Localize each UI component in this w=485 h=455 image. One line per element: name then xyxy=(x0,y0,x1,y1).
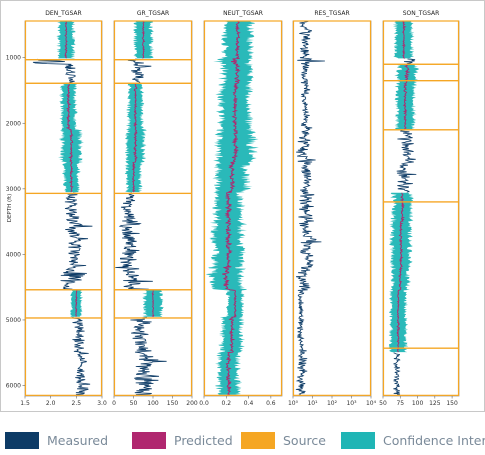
x-tick-label-gr-tgsar: 100 xyxy=(147,400,159,407)
predicted-curve-gr-tgsar xyxy=(151,290,155,318)
legend-label-measured: Measured xyxy=(47,432,109,448)
well-log-figure: DEPTH (ft) DEN_TGSAR 1.5 2.0 2.5 3.0 GR_TGSAR 0… xyxy=(0,0,485,412)
x-tick-label-neut-tgsar: 0.2 xyxy=(222,400,232,407)
x-tick-label-son-tgsar: 75 xyxy=(396,400,404,407)
legend-swatch-predicted xyxy=(132,431,166,449)
confidence-band-neut-tgsar xyxy=(205,21,259,395)
legend-swatch-source xyxy=(241,431,275,449)
x-tick-label-res-tgsar: 10¹ xyxy=(307,400,318,407)
y-tick-label: 6000 xyxy=(6,383,21,390)
track-title-den-tgsar: DEN_TGSAR xyxy=(45,10,81,17)
legend: Measured Predicted Source Confidence Int… xyxy=(0,426,485,454)
y-tick-label: 2000 xyxy=(6,120,21,127)
x-tick-label-neut-tgsar: 0.4 xyxy=(244,400,254,407)
source-box-gr-tgsar xyxy=(113,317,193,396)
x-tick-label-neut-tgsar: 0.6 xyxy=(266,400,276,407)
predicted-curve-den-tgsar xyxy=(75,290,78,317)
y-tick-label: 3000 xyxy=(6,186,21,193)
track-title-res-tgsar: RES_TGSAR xyxy=(314,10,349,17)
x-tick-label-gr-tgsar: 50 xyxy=(130,400,138,407)
legend-label-source: Source xyxy=(283,432,326,448)
x-tick-label-den-tgsar: 3.0 xyxy=(97,400,107,407)
x-tick-label-den-tgsar: 2.5 xyxy=(72,400,82,407)
track-frame-gr-tgsar xyxy=(113,20,193,397)
x-tick-label-son-tgsar: 50 xyxy=(379,400,387,407)
predicted-curve-son-tgsar xyxy=(402,63,411,130)
legend-swatch-confidence xyxy=(341,431,375,449)
legend-swatch-measured xyxy=(5,431,39,449)
x-tick-label-neut-tgsar: 0.0 xyxy=(199,400,209,407)
well-log-chart: DEPTH (ft) DEN_TGSAR 1.5 2.0 2.5 3.0 GR_TGSAR 0… xyxy=(6,10,460,407)
legend-label-predicted: Predicted xyxy=(174,432,233,448)
x-tick-label-son-tgsar: 125 xyxy=(429,400,441,407)
y-axis-label: DEPTH (ft) xyxy=(7,194,13,223)
track-title-son-tgsar: SON_TGSAR xyxy=(403,10,440,17)
track-frame-den-tgsar xyxy=(24,20,103,397)
source-box-neut-tgsar xyxy=(203,20,283,396)
source-box-den-tgsar xyxy=(24,59,103,84)
source-box-den-tgsar xyxy=(24,192,103,291)
source-box-res-tgsar xyxy=(292,20,372,396)
track-title-gr-tgsar: GR_TGSAR xyxy=(137,10,169,17)
source-box-son-tgsar xyxy=(382,347,460,396)
predicted-curve-neut-tgsar xyxy=(222,20,241,396)
x-tick-label-gr-tgsar: 200 xyxy=(186,400,198,407)
source-box-gr-tgsar xyxy=(113,192,193,291)
legend-item-predicted: Predicted xyxy=(132,426,233,454)
legend-item-source: Source xyxy=(241,426,326,454)
x-tick-label-den-tgsar: 1.5 xyxy=(20,400,30,407)
track-title-neut-tgsar: NEUT_TGSAR xyxy=(223,10,263,17)
predicted-curve-gr-tgsar xyxy=(131,83,138,193)
legend-item-measured: Measured xyxy=(5,426,108,454)
measured-curve-gr-tgsar xyxy=(115,58,167,396)
predicted-curve-gr-tgsar xyxy=(141,20,146,59)
source-box-den-tgsar xyxy=(24,317,103,396)
predicted-curve-son-tgsar xyxy=(396,192,405,353)
y-tick-label: 4000 xyxy=(6,251,21,258)
measured-curve-son-tgsar xyxy=(392,58,417,396)
x-tick-label-res-tgsar: 10² xyxy=(327,400,338,407)
x-tick-label-gr-tgsar: 0 xyxy=(112,400,116,407)
x-tick-label-res-tgsar: 10³ xyxy=(346,400,357,407)
y-tick-label: 1000 xyxy=(6,55,21,62)
predicted-curve-son-tgsar xyxy=(401,20,407,59)
predicted-curve-den-tgsar xyxy=(64,20,68,59)
measured-curve-den-tgsar xyxy=(32,58,93,396)
x-tick-label-res-tgsar: 10⁰ xyxy=(288,400,299,407)
y-tick-label: 5000 xyxy=(6,317,21,324)
legend-label-confidence-interval: Confidence Interval xyxy=(383,432,485,448)
legend-item-confidence-interval: Confidence Interval xyxy=(341,426,485,454)
measured-curve-res-tgsar xyxy=(295,20,325,396)
source-box-son-tgsar xyxy=(382,63,460,82)
predicted-curve-den-tgsar xyxy=(65,83,74,193)
x-tick-label-res-tgsar: 10⁴ xyxy=(366,400,377,407)
x-tick-label-son-tgsar: 150 xyxy=(446,400,458,407)
x-tick-label-den-tgsar: 2.0 xyxy=(46,400,56,407)
x-tick-label-gr-tgsar: 150 xyxy=(167,400,179,407)
source-box-gr-tgsar xyxy=(113,59,193,84)
source-box-son-tgsar xyxy=(382,129,460,203)
x-tick-label-son-tgsar: 100 xyxy=(412,400,424,407)
